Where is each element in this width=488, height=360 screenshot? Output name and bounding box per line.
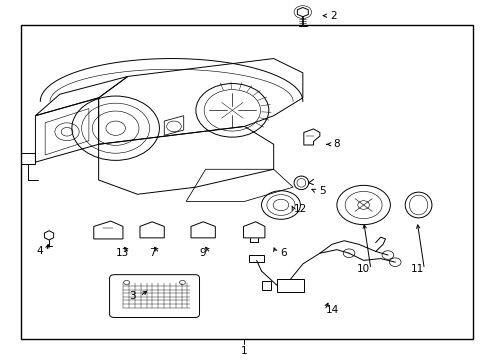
Text: 12: 12: [293, 203, 306, 213]
Text: 6: 6: [280, 248, 286, 258]
Text: 11: 11: [409, 264, 423, 274]
Text: 9: 9: [200, 248, 206, 258]
Bar: [21, 24, 472, 339]
Text: 3: 3: [129, 291, 136, 301]
Text: 4: 4: [36, 247, 42, 256]
Text: 2: 2: [329, 11, 336, 21]
Text: 14: 14: [325, 305, 338, 315]
Text: 10: 10: [356, 264, 369, 274]
Bar: [249, 255, 264, 262]
Text: 7: 7: [148, 248, 155, 258]
Text: 5: 5: [318, 186, 325, 196]
Text: 8: 8: [333, 139, 340, 149]
Text: 13: 13: [115, 248, 128, 258]
Text: 1: 1: [241, 346, 247, 356]
